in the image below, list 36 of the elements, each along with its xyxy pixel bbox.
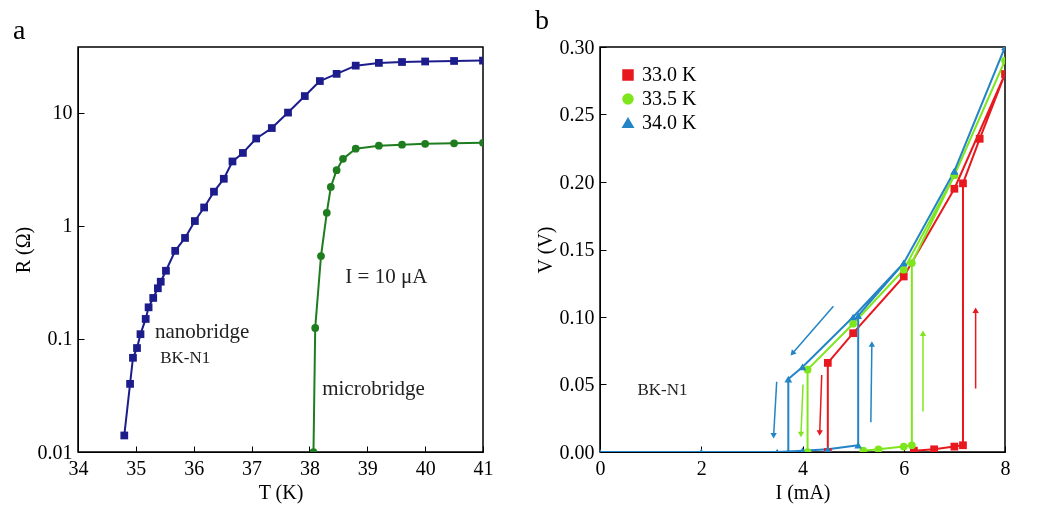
chart-title: a (13, 14, 26, 45)
y-tick-label: 0.15 (559, 238, 595, 260)
x-tick-label: 2 (696, 456, 707, 479)
y-tick-label: 0.25 (559, 103, 595, 125)
x-tick-label: 39 (357, 456, 378, 479)
y-tick-label: 10 (52, 101, 73, 124)
x-axis-title: T (K) (258, 480, 304, 504)
x-tick-label: 0 (595, 456, 606, 479)
x-tick-label: 37 (242, 456, 263, 479)
x-tick-label: 6 (899, 456, 910, 479)
legend-label: 33.0 K (642, 63, 697, 85)
annotation: BK-N1 (637, 379, 688, 399)
y-tick-label: 1 (62, 214, 73, 237)
annotation: I = 10 μA (345, 264, 429, 289)
annotation: BK-N1 (160, 347, 211, 367)
x-tick-label: 4 (798, 456, 808, 479)
x-tick-label: 41 (473, 456, 494, 479)
x-tick-label: 8 (1000, 456, 1011, 479)
annotation: microbridge (322, 376, 425, 401)
x-tick-label: 35 (126, 456, 147, 479)
y-tick-label: 0.00 (559, 440, 595, 463)
x-tick-label: 36 (184, 456, 205, 479)
annotation: nanobridge (154, 319, 250, 343)
legend-label: 33.5 K (642, 87, 697, 109)
x-tick-label: 38 (299, 456, 320, 479)
y-tick-label: 0.30 (559, 35, 595, 58)
x-axis-title: I (mA) (775, 480, 831, 504)
y-axis-title: V (V) (533, 226, 557, 274)
y-tick-label: 0.10 (559, 305, 595, 328)
y-tick-label: 0.1 (47, 327, 73, 350)
y-tick-label: 0.05 (559, 373, 595, 395)
chart-title: b (535, 4, 549, 35)
y-axis-title: R (Ω) (11, 226, 35, 274)
legend-label: 34.0 K (642, 111, 697, 133)
x-tick-label: 40 (415, 456, 436, 479)
y-tick-label: 0.20 (559, 170, 595, 193)
